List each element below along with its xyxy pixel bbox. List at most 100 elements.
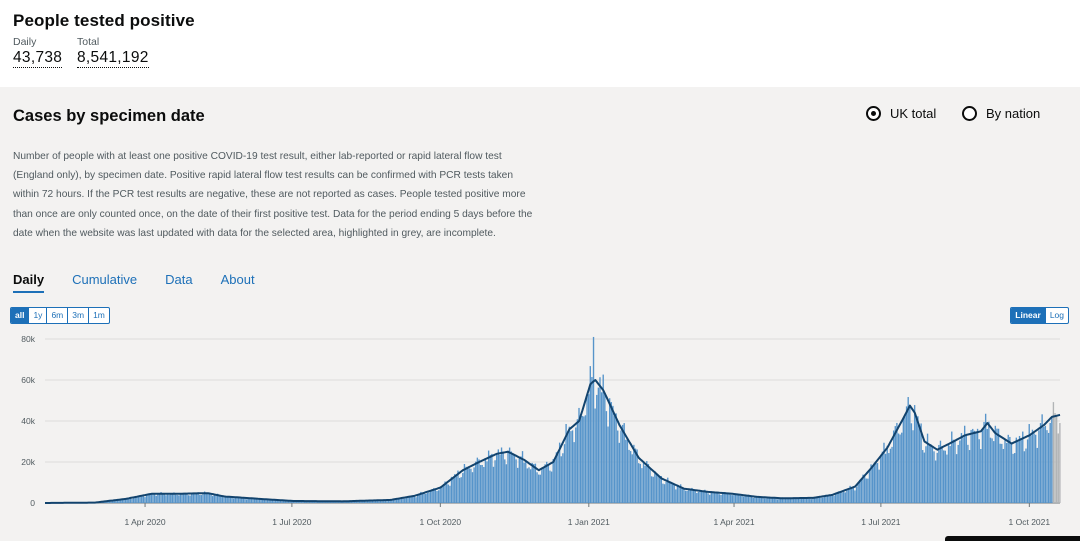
daily-cases-bar (323, 501, 325, 503)
daily-cases-bar (228, 496, 230, 503)
daily-cases-bar (731, 495, 733, 503)
daily-cases-bar (599, 377, 601, 503)
daily-cases-bar (618, 442, 621, 503)
tab-cumulative[interactable]: Cumulative (72, 272, 138, 287)
daily-cases-bar (229, 496, 232, 503)
daily-cases-bar (123, 499, 125, 503)
tab-data[interactable]: Data (165, 272, 193, 287)
daily-cases-bar (1052, 402, 1055, 503)
daily-cases-bar (894, 426, 896, 503)
daily-cases-bar (491, 453, 493, 503)
daily-cases-bar (373, 500, 375, 503)
scale-log-button[interactable]: Log (1049, 310, 1064, 320)
daily-cases-bar (633, 444, 635, 503)
cases-chart[interactable]: 0 20k 40k 60k 80k 1 Apr 2020 1 Jul 2020 1 Oct 2… (0, 330, 1080, 541)
x-tick-label: 1 Apr 2021 (713, 517, 754, 527)
daily-cases-bar (955, 454, 958, 503)
daily-cases-bar (678, 485, 680, 503)
daily-cases-bar (407, 496, 409, 503)
daily-cases-bar (607, 426, 609, 503)
daily-cases-bar (902, 418, 905, 503)
radio-uk-total[interactable]: UK total (866, 106, 936, 121)
daily-cases-bar (697, 491, 700, 503)
daily-cases-bar (700, 490, 703, 503)
daily-cases-bar (730, 494, 732, 503)
daily-cases-bar (873, 462, 875, 503)
daily-cases-bar (158, 493, 161, 503)
daily-cases-bar (310, 501, 312, 503)
total-value[interactable]: 8,541,192 (77, 49, 149, 68)
daily-cases-bar (546, 461, 548, 503)
daily-cases-bar (691, 487, 693, 503)
daily-cases-bar (1047, 432, 1050, 503)
daily-cases-bar (567, 431, 569, 503)
range-3m-button[interactable]: 3m (68, 308, 90, 323)
daily-cases-bar (670, 481, 672, 503)
daily-cases-bar (760, 496, 763, 503)
daily-cases-bar (250, 497, 253, 503)
daily-cases-bar (718, 494, 721, 503)
daily-cases-bar (486, 461, 488, 503)
daily-cases-bar (613, 416, 616, 503)
radio-by-nation[interactable]: By nation (962, 106, 1040, 121)
daily-cases-bar (420, 491, 422, 503)
daily-cases-bar (681, 488, 683, 503)
daily-cases-bar (291, 501, 293, 503)
daily-cases-bar (980, 449, 982, 503)
range-1m-button[interactable]: 1m (93, 310, 105, 320)
daily-cases-bar (529, 469, 532, 503)
range-all-button[interactable]: all (11, 308, 30, 323)
daily-cases-bar (155, 495, 157, 503)
daily-cases-bar (704, 489, 706, 503)
daily-cases-bar (171, 493, 174, 503)
range-1y-button[interactable]: 1y (29, 308, 48, 323)
daily-cases-bar (182, 492, 185, 503)
headline-title: People tested positive (13, 11, 195, 30)
daily-cases-bar (928, 444, 930, 503)
daily-cases-bar (141, 495, 143, 503)
daily-cases-bar (794, 497, 796, 503)
daily-cases-bar (197, 492, 199, 503)
daily-cases-bar (205, 492, 207, 503)
daily-cases-bar (1010, 444, 1013, 503)
daily-cases-bar (492, 466, 495, 503)
daily-value[interactable]: 43,738 (13, 49, 63, 68)
daily-cases-bar (828, 495, 830, 503)
daily-cases-bar (357, 501, 359, 503)
x-tick-label: 1 Oct 2020 (420, 517, 462, 527)
daily-cases-bar (220, 496, 222, 503)
daily-cases-bar (855, 486, 858, 503)
daily-cases-bar (539, 474, 541, 503)
daily-cases-bar (876, 463, 879, 503)
scale-linear-button[interactable]: Linear (1011, 308, 1046, 323)
tab-about[interactable]: About (220, 272, 255, 287)
daily-cases-bar (859, 479, 861, 503)
daily-cases-bar (124, 499, 127, 503)
daily-cases-bar (1033, 433, 1035, 503)
daily-cases-bar (450, 476, 453, 503)
daily-cases-bar (389, 499, 391, 503)
daily-cases-bar (625, 439, 627, 503)
daily-cases-bar (962, 437, 964, 503)
daily-cases-bar (255, 499, 257, 503)
daily-cases-bar (781, 497, 784, 503)
daily-cases-bar (821, 497, 824, 503)
daily-cases-bar (476, 457, 479, 503)
daily-cases-bar (421, 493, 424, 503)
daily-cases-bar (334, 501, 337, 503)
range-6m-button[interactable]: 6m (47, 308, 69, 323)
daily-cases-bar (399, 497, 401, 503)
radio-uk-label: UK total (890, 106, 937, 121)
daily-cases-bar (817, 497, 819, 503)
daily-cases-bar (526, 468, 529, 503)
headline-card: People tested positive Daily 43,738 Tota… (0, 0, 1080, 87)
daily-cases-bar (568, 426, 571, 503)
daily-cases-bar (362, 500, 364, 503)
daily-cases-bar (132, 498, 135, 503)
daily-cases-bar (733, 495, 735, 503)
tab-daily[interactable]: Daily (13, 272, 45, 293)
daily-cases-bar (537, 474, 540, 503)
daily-cases-bar (1039, 423, 1042, 503)
daily-cases-bar (770, 497, 772, 503)
daily-cases-bar (562, 453, 564, 503)
